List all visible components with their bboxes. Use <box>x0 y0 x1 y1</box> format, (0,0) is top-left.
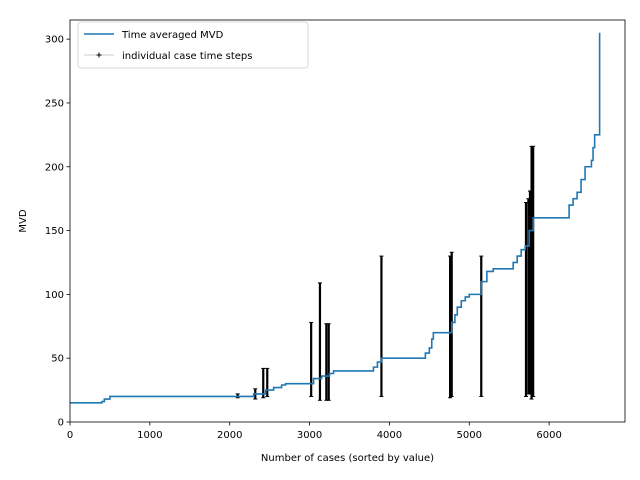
plot-frame <box>69 19 626 423</box>
mvd-line-layer <box>70 32 601 404</box>
x-tick-label: 4000 <box>377 430 402 441</box>
mvd-series-line <box>70 32 601 404</box>
legend: Time averaged MVD individual case time s… <box>77 21 309 69</box>
y-axis-label: MVD <box>18 209 29 232</box>
x-tick-label: 0 <box>67 430 73 441</box>
y-tick-label: 150 <box>45 226 64 237</box>
plot-background <box>70 20 625 422</box>
y-tick-label: 200 <box>45 162 64 173</box>
y-tick-label: 100 <box>45 290 64 301</box>
x-tick-label: 1000 <box>137 430 162 441</box>
y-axis: 0 50 100 150 200 250 300 <box>45 35 70 429</box>
x-tick-label: 3000 <box>297 430 322 441</box>
x-tick-label: 2000 <box>217 430 242 441</box>
x-tick-label: 5000 <box>457 430 482 441</box>
y-tick-label: 300 <box>45 35 64 46</box>
x-axis: 0 1000 2000 3000 4000 5000 6000 <box>67 422 562 441</box>
legend-label-mvd: Time averaged MVD <box>121 30 224 41</box>
y-tick-label: 0 <box>58 418 64 429</box>
y-tick-label: 250 <box>45 98 64 109</box>
x-tick-label: 6000 <box>536 430 561 441</box>
x-axis-label: Number of cases (sorted by value) <box>261 453 434 464</box>
legend-label-steps: individual case time steps <box>122 51 253 62</box>
y-tick-label: 50 <box>51 354 64 365</box>
legend-frame <box>77 21 309 69</box>
